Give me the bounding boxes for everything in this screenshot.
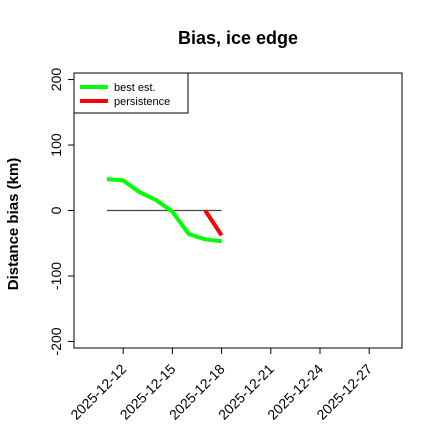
legend: best est. persistence xyxy=(73,72,189,114)
y-axis: -200 -100 0 100 200 xyxy=(48,68,74,355)
series-layer xyxy=(106,177,224,244)
series-line-persistence xyxy=(203,209,224,237)
legend-box xyxy=(73,72,189,114)
y-tick-label: 200 xyxy=(48,68,64,92)
y-tick-label: 100 xyxy=(48,133,64,157)
legend-label-persistence: persistence xyxy=(114,96,170,108)
series-line-best-est xyxy=(106,177,222,244)
y-tick-label: -200 xyxy=(48,327,64,355)
y-tick-label: -100 xyxy=(48,262,64,290)
legend-label-best-est: best est. xyxy=(114,82,156,94)
y-axis-label: Distance bias (km) xyxy=(5,158,22,291)
x-axis: 2025-12-122025-12-152025-12-182025-12-21… xyxy=(67,348,375,423)
y-tick-label: 0 xyxy=(48,206,64,214)
chart-title: Bias, ice edge xyxy=(178,28,298,48)
